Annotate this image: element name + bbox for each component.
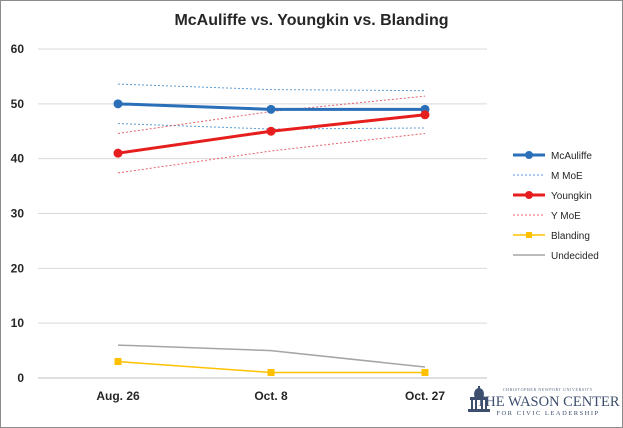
y-tick-label: 40	[11, 152, 25, 166]
legend-marker-youngkin	[525, 191, 533, 199]
legend-label-y-moe: Y MoE	[551, 211, 581, 222]
point-mcauliffe	[113, 99, 123, 109]
legend-label-blanding: Blanding	[551, 231, 590, 242]
logo-name: THE WASON CENTER	[476, 394, 619, 410]
y-tick-label: 60	[11, 42, 25, 56]
wason-center-logo: CHRISTOPHER NEWPORT UNIVERSITY THE WASON…	[468, 386, 620, 417]
legend-label-m-moe: M MoE	[551, 171, 583, 182]
series-line-y-moe-upper	[117, 95, 426, 134]
legend-label-undecided: Undecided	[551, 251, 599, 262]
legend: McAuliffe M MoE Youngkin Y MoE Blanding Undec…	[513, 151, 599, 262]
x-tick-label: Oct. 27	[405, 389, 445, 403]
y-axis-ticks: 0 10 20 30 40 50 60	[11, 42, 25, 385]
y-tick-label: 0	[17, 371, 24, 385]
chart-title: McAuliffe vs. Youngkin vs. Blanding	[174, 12, 449, 29]
series-line-undecided	[117, 344, 426, 368]
point-blanding	[421, 369, 429, 377]
point-youngkin	[266, 126, 276, 136]
legend-label-mcauliffe: McAuliffe	[551, 151, 592, 162]
point-youngkin	[113, 148, 123, 158]
series-line-y-moe-lower	[117, 132, 426, 174]
legend-label-youngkin: Youngkin	[551, 191, 592, 202]
x-axis-ticks: Aug. 26 Oct. 8 Oct. 27	[96, 389, 445, 403]
point-youngkin	[420, 110, 430, 120]
x-tick-label: Aug. 26	[96, 389, 140, 403]
y-tick-label: 50	[11, 97, 25, 111]
capitol-building-icon	[468, 386, 490, 412]
logo-subtitle: FOR CIVIC LEADERSHIP	[496, 410, 599, 417]
gridlines	[38, 48, 487, 379]
point-blanding	[114, 358, 122, 366]
legend-marker-blanding	[526, 232, 532, 238]
series-line-m-moe-upper	[117, 83, 426, 92]
logo-top-text: CHRISTOPHER NEWPORT UNIVERSITY	[503, 387, 593, 392]
y-tick-label: 20	[11, 261, 25, 275]
y-tick-label: 30	[11, 207, 25, 221]
legend-marker-mcauliffe	[525, 151, 533, 159]
point-mcauliffe	[266, 104, 276, 114]
y-tick-label: 10	[11, 316, 25, 330]
x-tick-label: Oct. 8	[254, 389, 288, 403]
series-layer	[113, 83, 430, 377]
point-blanding	[267, 369, 275, 377]
